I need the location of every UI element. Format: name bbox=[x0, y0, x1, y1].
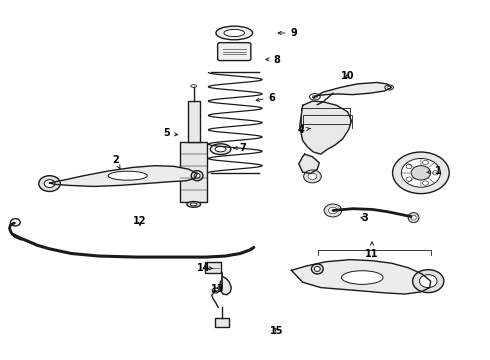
Ellipse shape bbox=[411, 215, 416, 220]
Ellipse shape bbox=[194, 173, 200, 178]
Polygon shape bbox=[300, 101, 351, 154]
Circle shape bbox=[422, 181, 428, 185]
Circle shape bbox=[39, 176, 60, 192]
Ellipse shape bbox=[191, 85, 196, 87]
Polygon shape bbox=[292, 260, 431, 294]
Text: 9: 9 bbox=[278, 28, 297, 38]
Ellipse shape bbox=[313, 95, 318, 98]
Circle shape bbox=[413, 270, 444, 293]
Circle shape bbox=[44, 180, 55, 188]
Ellipse shape bbox=[108, 171, 147, 180]
Ellipse shape bbox=[315, 266, 320, 271]
Text: 1: 1 bbox=[427, 166, 441, 176]
Bar bbox=[188, 102, 200, 142]
Circle shape bbox=[433, 171, 439, 175]
Circle shape bbox=[212, 288, 219, 293]
Ellipse shape bbox=[187, 202, 200, 207]
FancyBboxPatch shape bbox=[218, 42, 251, 60]
Circle shape bbox=[419, 275, 437, 288]
Circle shape bbox=[411, 166, 431, 180]
Polygon shape bbox=[49, 166, 197, 186]
Ellipse shape bbox=[190, 203, 197, 206]
FancyBboxPatch shape bbox=[205, 262, 220, 273]
Circle shape bbox=[304, 170, 321, 183]
Ellipse shape bbox=[342, 271, 383, 284]
Ellipse shape bbox=[191, 171, 203, 181]
Text: 6: 6 bbox=[256, 93, 275, 103]
Ellipse shape bbox=[210, 144, 231, 154]
Bar bbox=[180, 142, 207, 202]
Text: 11: 11 bbox=[365, 242, 379, 258]
Polygon shape bbox=[314, 82, 392, 98]
Text: 10: 10 bbox=[341, 71, 354, 81]
Text: 15: 15 bbox=[270, 325, 284, 336]
Polygon shape bbox=[299, 154, 319, 174]
Circle shape bbox=[401, 158, 441, 187]
Circle shape bbox=[308, 173, 317, 180]
Ellipse shape bbox=[312, 264, 323, 274]
Ellipse shape bbox=[387, 86, 392, 89]
Circle shape bbox=[406, 165, 412, 168]
Ellipse shape bbox=[385, 85, 393, 90]
Ellipse shape bbox=[216, 26, 252, 40]
FancyBboxPatch shape bbox=[215, 318, 229, 327]
Polygon shape bbox=[220, 277, 231, 295]
Text: 2: 2 bbox=[112, 155, 120, 168]
Circle shape bbox=[329, 207, 337, 214]
Text: 3: 3 bbox=[361, 213, 368, 222]
Circle shape bbox=[422, 161, 428, 165]
Circle shape bbox=[406, 177, 412, 181]
Text: 8: 8 bbox=[266, 55, 280, 65]
Circle shape bbox=[324, 204, 342, 217]
Text: 4: 4 bbox=[298, 125, 310, 135]
Circle shape bbox=[392, 152, 449, 194]
Text: 7: 7 bbox=[234, 143, 246, 153]
Text: 13: 13 bbox=[211, 284, 225, 294]
Text: 12: 12 bbox=[133, 216, 147, 226]
Text: 14: 14 bbox=[196, 263, 213, 273]
Circle shape bbox=[10, 219, 20, 226]
Ellipse shape bbox=[215, 147, 226, 152]
Ellipse shape bbox=[310, 94, 320, 100]
Text: 5: 5 bbox=[164, 129, 178, 138]
Ellipse shape bbox=[224, 30, 245, 37]
Ellipse shape bbox=[408, 213, 419, 223]
